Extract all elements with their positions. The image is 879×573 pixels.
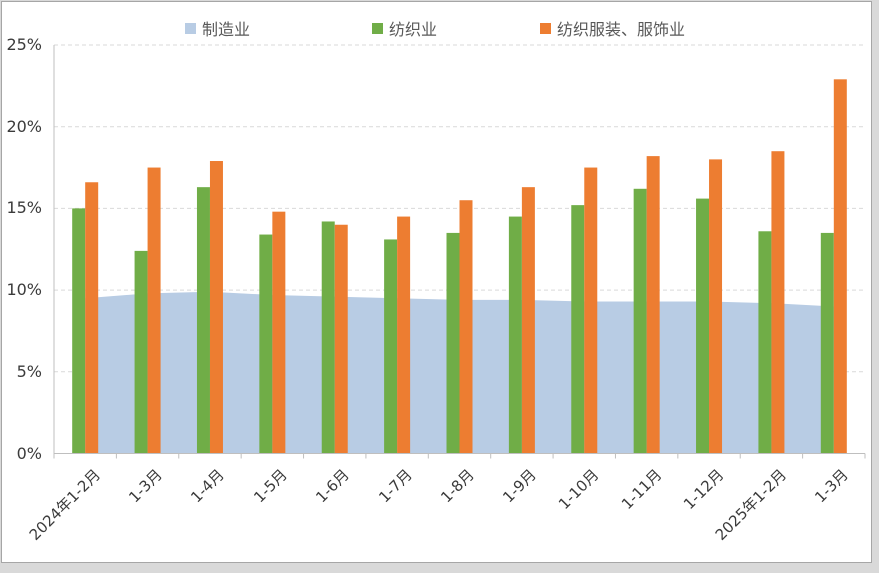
legend-label-textile: 纺织业 <box>389 20 438 39</box>
legend-swatch-textile-icon <box>372 22 383 34</box>
bar-apparel <box>521 187 535 454</box>
bar-textile <box>696 198 710 454</box>
bar-apparel <box>646 156 660 454</box>
bar-textile <box>196 187 210 454</box>
bar-textile <box>633 188 647 454</box>
legend-item-manufacturing: 制造业 <box>185 16 250 40</box>
bar-textile <box>134 250 148 454</box>
bar-apparel <box>709 159 723 454</box>
legend-label-manufacturing: 制造业 <box>202 20 251 39</box>
bar-textile <box>259 234 273 454</box>
bar-apparel <box>334 224 348 454</box>
bar-apparel <box>272 211 286 454</box>
bar-textile <box>571 205 585 454</box>
bar-apparel <box>833 79 847 454</box>
bar-textile <box>384 239 398 454</box>
bar-textile <box>508 216 522 454</box>
bar-apparel <box>584 167 598 454</box>
bar-apparel <box>85 182 99 454</box>
bar-textile <box>820 232 834 454</box>
bar-textile <box>446 232 460 454</box>
chart-legend: 制造业 纺织业 纺织服装、服饰业 <box>0 0 879 40</box>
legend-item-apparel: 纺织服装、服饰业 <box>540 16 685 40</box>
bar-apparel <box>771 151 785 454</box>
bar-textile <box>72 208 86 454</box>
legend-item-textile: 纺织业 <box>372 16 437 40</box>
bar-apparel <box>459 200 473 454</box>
bar-apparel <box>147 167 161 454</box>
bar-textile <box>321 221 335 454</box>
legend-swatch-apparel-icon <box>540 22 551 34</box>
bar-apparel <box>209 161 223 454</box>
legend-swatch-manufacturing-icon <box>185 22 196 34</box>
bar-apparel <box>397 216 411 454</box>
legend-label-apparel: 纺织服装、服饰业 <box>557 20 686 39</box>
bar-textile <box>758 231 772 454</box>
